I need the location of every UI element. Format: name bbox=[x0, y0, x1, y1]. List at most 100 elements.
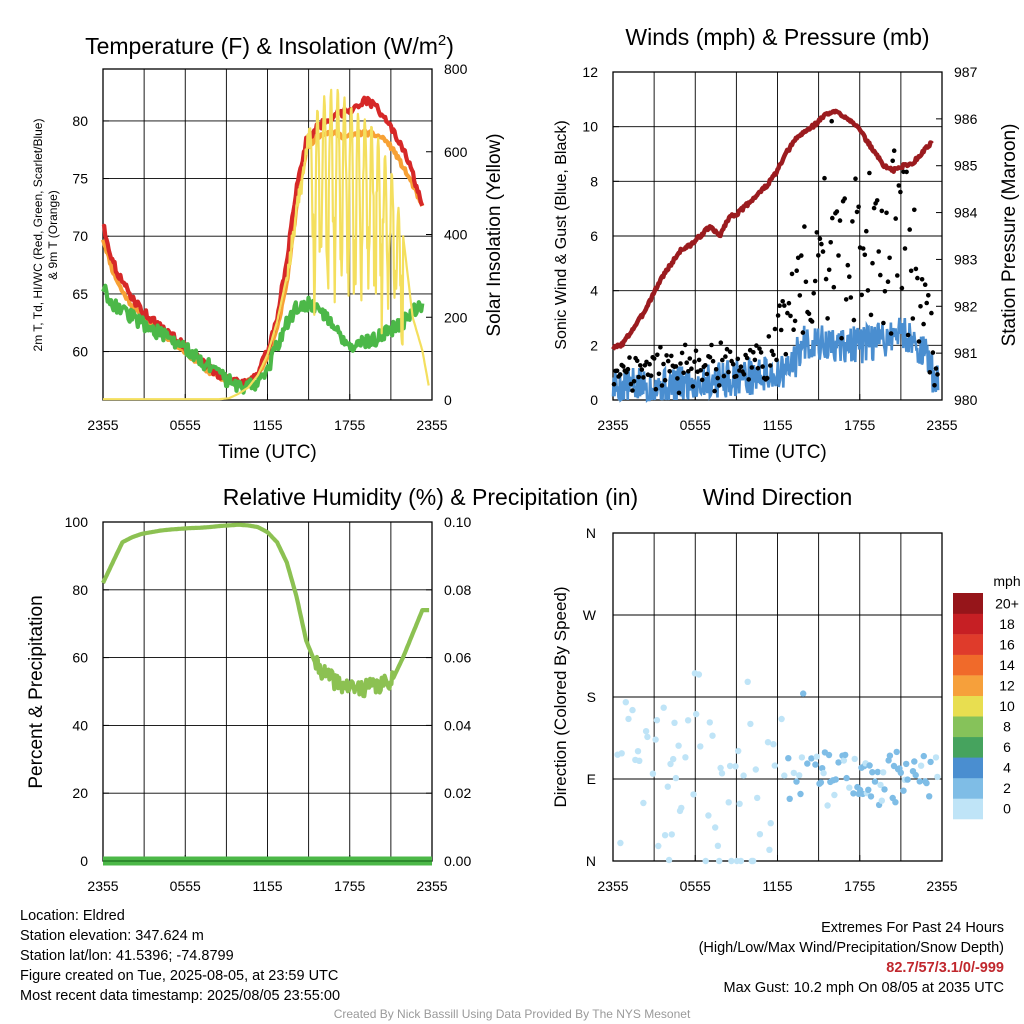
gust-point bbox=[630, 388, 635, 393]
gust-point bbox=[664, 353, 669, 358]
y-right-tick-label: 980 bbox=[954, 392, 978, 408]
direction-point bbox=[655, 842, 662, 850]
colorbar-label: 18 bbox=[999, 616, 1015, 632]
y-right-tick-label: 400 bbox=[444, 227, 468, 243]
gust-point bbox=[867, 170, 872, 176]
gust-point bbox=[696, 357, 702, 363]
y-tick-label: 4 bbox=[590, 283, 598, 299]
gust-point bbox=[898, 189, 903, 195]
station-info: Location: Eldred Station elevation: 347.… bbox=[20, 906, 340, 1006]
gust-point bbox=[699, 377, 705, 383]
gust-point bbox=[727, 349, 733, 355]
gust-point bbox=[655, 352, 660, 358]
gust-point bbox=[913, 266, 919, 272]
direction-point bbox=[850, 790, 857, 797]
direction-point bbox=[846, 784, 853, 791]
direction-point bbox=[702, 857, 709, 865]
gust-point bbox=[935, 372, 940, 377]
gust-point bbox=[636, 374, 641, 380]
colorbar-label: 10 bbox=[999, 698, 1015, 714]
gust-point bbox=[915, 275, 920, 281]
y-axis-label-left: Percent & Precipitation bbox=[26, 595, 47, 788]
direction-point bbox=[625, 715, 632, 723]
gust-point bbox=[879, 208, 885, 214]
gust-point bbox=[786, 300, 792, 306]
y-axis-label-left-2: & 9m T (Orange) bbox=[46, 190, 60, 280]
extremes-subtitle: (High/Low/Max Wind/Precipitation/Snow De… bbox=[698, 940, 1004, 956]
direction-point bbox=[672, 774, 680, 782]
direction-point bbox=[932, 754, 940, 761]
gust-point bbox=[870, 260, 875, 266]
gust-point bbox=[682, 342, 688, 348]
gust-point bbox=[634, 358, 640, 364]
direction-point bbox=[904, 776, 911, 783]
gust-point bbox=[628, 381, 634, 387]
gust-point bbox=[839, 335, 844, 341]
gust-point bbox=[647, 361, 652, 367]
x-tick-label: 0555 bbox=[680, 878, 711, 894]
colorbar-swatch bbox=[953, 654, 983, 676]
colorbar-swatch bbox=[953, 757, 983, 779]
gust-point bbox=[611, 381, 617, 387]
gust-point bbox=[933, 366, 939, 371]
gust-point bbox=[878, 272, 883, 278]
colorbar-swatch bbox=[953, 634, 983, 655]
direction-point bbox=[771, 762, 778, 769]
direction-point bbox=[892, 799, 899, 806]
gust-point bbox=[871, 205, 877, 211]
y-tick-label: 10 bbox=[582, 119, 598, 135]
gust-point bbox=[789, 271, 795, 277]
colorbar-label: 0 bbox=[1003, 801, 1011, 817]
x-tick-label: 0555 bbox=[170, 417, 201, 433]
y-tick-label: 80 bbox=[72, 582, 88, 598]
chart-title-temperature: Temperature (F) & Insolation (W/m2) bbox=[85, 32, 454, 59]
gust-point bbox=[726, 369, 731, 375]
x-tick-label: 2355 bbox=[926, 878, 957, 894]
gust-point bbox=[823, 276, 829, 282]
direction-point bbox=[796, 772, 803, 779]
gust-point bbox=[830, 215, 835, 221]
direction-point bbox=[670, 755, 677, 763]
gust-point bbox=[673, 364, 679, 369]
credit-line: Created By Nick Bassill Using Data Provi… bbox=[333, 1007, 691, 1021]
gust-point bbox=[771, 352, 776, 358]
colorbar-title: mph bbox=[993, 573, 1020, 589]
direction-point bbox=[785, 755, 792, 762]
y-tick-label: 65 bbox=[72, 286, 88, 302]
direction-point bbox=[825, 751, 833, 759]
gust-point bbox=[800, 330, 806, 335]
gust-point bbox=[713, 367, 719, 372]
y-tick-label: 8 bbox=[590, 173, 598, 189]
figure-created: Figure created on Tue, 2025-08-05, at 23… bbox=[20, 968, 339, 984]
y-tick-label: 60 bbox=[72, 650, 88, 666]
gust-point bbox=[916, 339, 922, 344]
gust-point bbox=[862, 252, 868, 258]
direction-point bbox=[682, 754, 689, 761]
direction-point bbox=[640, 799, 647, 807]
direction-point bbox=[874, 768, 881, 776]
y-tick-label: 0 bbox=[590, 392, 598, 408]
y-right-tick-label: 600 bbox=[444, 144, 468, 160]
gust-point bbox=[912, 207, 917, 213]
gust-point bbox=[712, 388, 717, 394]
x-tick-label: 0555 bbox=[680, 417, 711, 433]
direction-point bbox=[660, 704, 667, 711]
direction-point bbox=[744, 678, 751, 685]
gust-point bbox=[902, 246, 908, 251]
direction-point bbox=[675, 742, 682, 749]
gust-point bbox=[792, 318, 798, 324]
colorbar-swatch bbox=[953, 675, 983, 696]
direction-point bbox=[926, 793, 933, 800]
gust-point bbox=[837, 218, 843, 223]
gust-point bbox=[856, 204, 861, 210]
gust-point bbox=[658, 345, 663, 350]
x-tick-label: 0555 bbox=[170, 878, 201, 894]
gust-point bbox=[752, 357, 758, 363]
gust-point bbox=[651, 356, 657, 361]
direction-point bbox=[649, 770, 657, 777]
y-tick-label: 6 bbox=[590, 228, 598, 244]
direction-point bbox=[665, 856, 673, 864]
y-right-tick-label: 200 bbox=[444, 309, 468, 325]
direction-point bbox=[808, 755, 815, 762]
gust-point bbox=[814, 230, 820, 235]
